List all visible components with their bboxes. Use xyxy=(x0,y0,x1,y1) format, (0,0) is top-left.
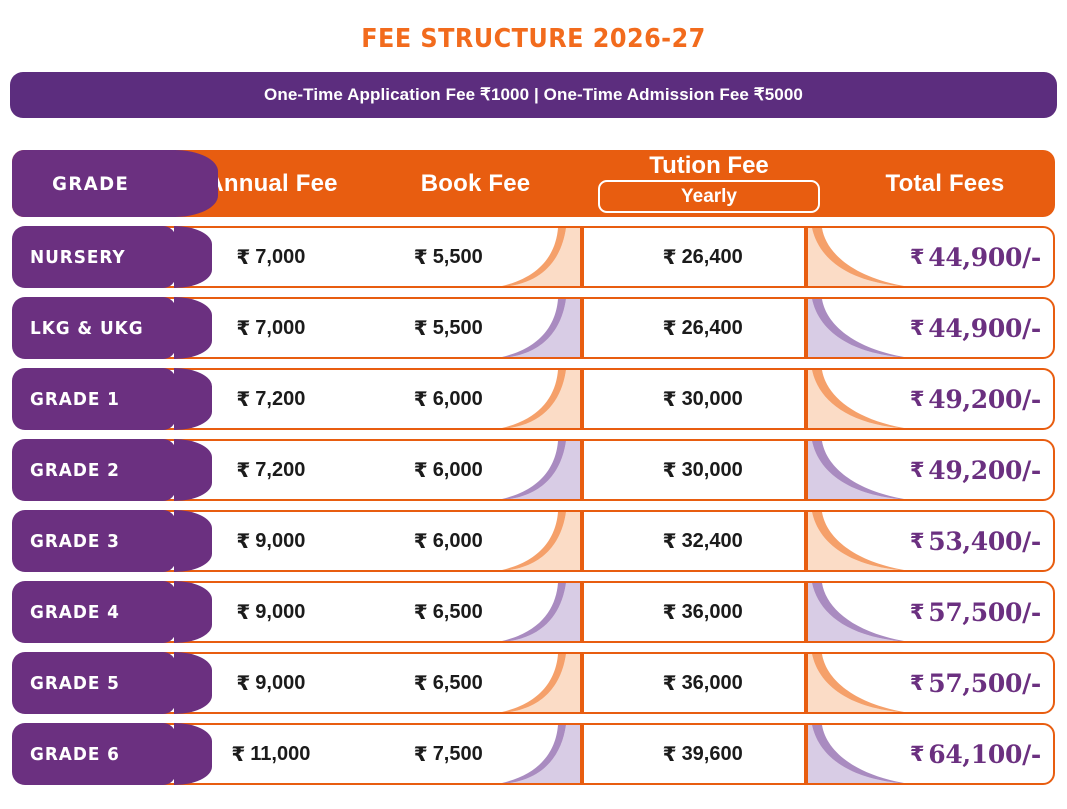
grade-label: GRADE 6 xyxy=(30,743,120,765)
table-row: GRADE 4 ₹9,000 ₹6,500 ₹36,000 ₹57,500/- xyxy=(12,581,1055,643)
table-row-body xyxy=(152,652,1055,714)
swoosh-decoration-right xyxy=(804,299,904,357)
header-label-book-fee: Book Fee xyxy=(420,169,531,197)
grade-label: GRADE 3 xyxy=(30,530,120,552)
fee-table-header-row: GRADE Annual Fee Book Fee Tution Fee Yea… xyxy=(12,150,1055,217)
swoosh-decoration-right xyxy=(804,725,904,783)
column-divider-tution-left xyxy=(580,228,584,286)
header-label-total-fees: Total Fees xyxy=(885,169,1005,197)
column-divider-total-left xyxy=(804,441,808,499)
column-divider-tution-left xyxy=(580,370,584,428)
swoosh-decoration-left xyxy=(500,299,580,357)
column-divider-tution-left xyxy=(580,583,584,641)
grade-pill: GRADE 1 xyxy=(12,368,212,430)
swoosh-decoration-left xyxy=(500,370,580,428)
swoosh-decoration-right xyxy=(804,441,904,499)
table-row-body xyxy=(152,368,1055,430)
swoosh-decoration-right xyxy=(804,512,904,570)
header-label-tution-fee: Tution Fee xyxy=(649,152,769,179)
column-divider-total-left xyxy=(804,654,808,712)
grade-label: GRADE 2 xyxy=(30,459,120,481)
swoosh-decoration-left xyxy=(500,654,580,712)
page-title: FEE STRUCTURE 2026-27 xyxy=(361,24,706,54)
column-divider-tution-left xyxy=(580,299,584,357)
table-row-body xyxy=(152,723,1055,785)
header-label-annual-fee: Annual Fee xyxy=(206,169,338,197)
table-row-body xyxy=(152,297,1055,359)
swoosh-decoration-right xyxy=(804,583,904,641)
grade-label: NURSERY xyxy=(30,246,126,268)
column-divider-tution-left xyxy=(580,512,584,570)
grade-label: GRADE 5 xyxy=(30,672,120,694)
one-time-fee-banner-text: One-Time Application Fee ₹1000 | One-Tim… xyxy=(264,85,803,104)
header-label-tution-yearly: Yearly xyxy=(598,180,820,214)
table-row-body xyxy=(152,581,1055,643)
header-cell-tution-fee: Tution Fee Yearly xyxy=(583,150,835,217)
swoosh-decoration-right xyxy=(804,654,904,712)
one-time-fee-banner: One-Time Application Fee ₹1000 | One-Tim… xyxy=(10,72,1057,118)
column-divider-tution-left xyxy=(580,654,584,712)
header-label-grade: GRADE xyxy=(52,172,130,195)
column-divider-total-left xyxy=(804,725,808,783)
table-row: GRADE 5 ₹9,000 ₹6,500 ₹36,000 ₹57,500/- xyxy=(12,652,1055,714)
table-row: GRADE 6 ₹11,000 ₹7,500 ₹39,600 ₹64,100/- xyxy=(12,723,1055,785)
header-cell-book-fee: Book Fee xyxy=(368,150,583,217)
swoosh-decoration-left xyxy=(500,583,580,641)
swoosh-decoration-left xyxy=(500,512,580,570)
grade-pill: GRADE 5 xyxy=(12,652,212,714)
grade-label: GRADE 4 xyxy=(30,601,120,623)
grade-pill: GRADE 4 xyxy=(12,581,212,643)
swoosh-decoration-right xyxy=(804,228,904,286)
swoosh-decoration-right xyxy=(804,370,904,428)
grade-pill: GRADE 3 xyxy=(12,510,212,572)
column-divider-total-left xyxy=(804,299,808,357)
column-divider-total-left xyxy=(804,370,808,428)
grade-pill: GRADE 6 xyxy=(12,723,212,785)
swoosh-decoration-left xyxy=(500,228,580,286)
column-divider-tution-left xyxy=(580,441,584,499)
table-row-body xyxy=(152,510,1055,572)
table-row: GRADE 2 ₹7,200 ₹6,000 ₹30,000 ₹49,200/- xyxy=(12,439,1055,501)
fee-table-body: NURSERY ₹7,000 ₹5,500 ₹26,400 ₹44,900/- LKG &… xyxy=(12,226,1055,785)
grade-pill: NURSERY xyxy=(12,226,212,288)
header-cell-annual-fee: Annual Fee xyxy=(176,150,368,217)
table-row: LKG & UKG ₹7,000 ₹5,500 ₹26,400 ₹44,900/- xyxy=(12,297,1055,359)
grade-pill: GRADE 2 xyxy=(12,439,212,501)
column-divider-tution-left xyxy=(580,725,584,783)
column-divider-total-left xyxy=(804,228,808,286)
column-divider-total-left xyxy=(804,512,808,570)
column-divider-total-left xyxy=(804,583,808,641)
table-row: GRADE 1 ₹7,200 ₹6,000 ₹30,000 ₹49,200/- xyxy=(12,368,1055,430)
header-cell-total-fees: Total Fees xyxy=(835,150,1055,217)
table-row: NURSERY ₹7,000 ₹5,500 ₹26,400 ₹44,900/- xyxy=(12,226,1055,288)
swoosh-decoration-left xyxy=(500,441,580,499)
table-row: GRADE 3 ₹9,000 ₹6,000 ₹32,400 ₹53,400/- xyxy=(12,510,1055,572)
fee-structure-page: FEE STRUCTURE 2026-27 One-Time Applicati… xyxy=(10,24,1057,785)
table-row-body xyxy=(152,226,1055,288)
fee-table: GRADE Annual Fee Book Fee Tution Fee Yea… xyxy=(12,150,1055,785)
table-row-body xyxy=(152,439,1055,501)
swoosh-decoration-left xyxy=(500,725,580,783)
grade-label: GRADE 1 xyxy=(30,388,120,410)
header-cell-grade: GRADE xyxy=(12,150,218,217)
grade-pill: LKG & UKG xyxy=(12,297,212,359)
grade-label: LKG & UKG xyxy=(30,317,144,339)
